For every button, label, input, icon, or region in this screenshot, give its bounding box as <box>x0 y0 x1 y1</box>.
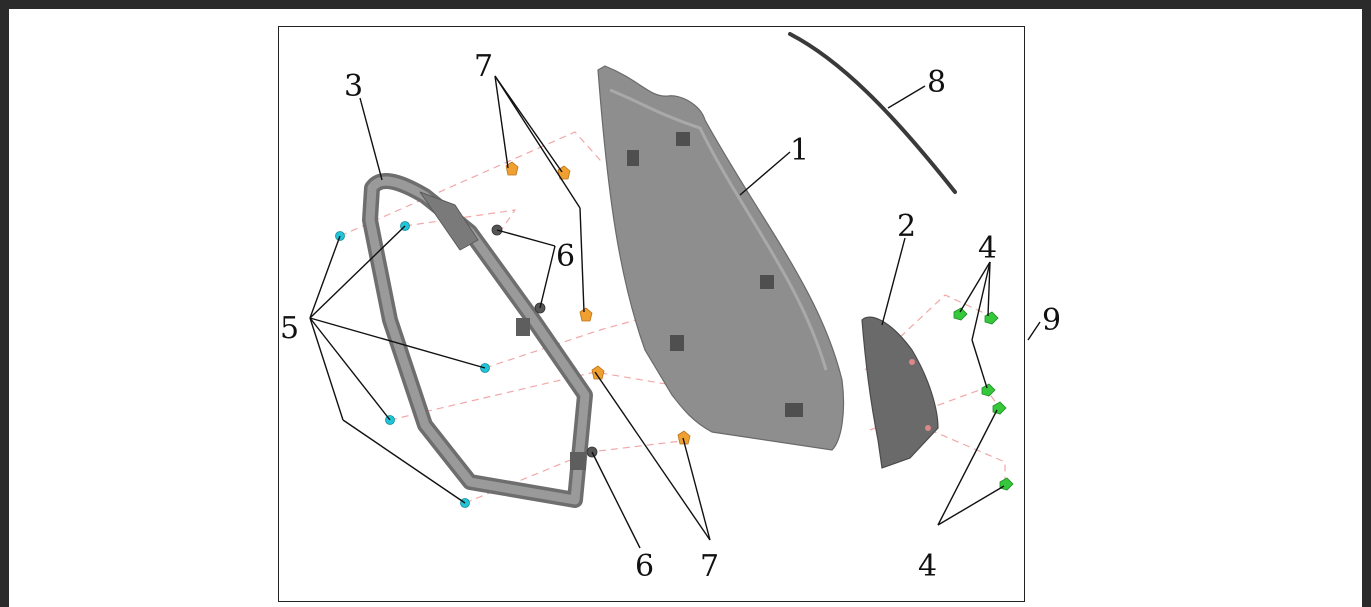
callout-7-top: 7 <box>474 49 493 84</box>
callout-5: 5 <box>280 311 299 346</box>
callout-8: 8 <box>927 65 946 100</box>
callout-2: 2 <box>897 209 916 244</box>
part-8-seal-strip <box>788 32 957 194</box>
callout-7-bottom: 7 <box>700 549 719 584</box>
callout-6-bottom: 6 <box>635 549 654 584</box>
part-1-side-panel <box>597 65 845 451</box>
part-3-tube-frame <box>362 173 593 508</box>
callout-4-bottom: 4 <box>918 549 937 584</box>
callout-6-top: 6 <box>556 239 575 274</box>
callout-1: 1 <box>790 133 809 168</box>
callout-4-top: 4 <box>978 231 997 266</box>
leader-lines <box>309 75 1041 549</box>
part-2-trim-panel <box>861 316 939 469</box>
callout-numbers: 1 2 3 4 4 5 6 6 7 7 8 9 <box>280 49 1061 584</box>
callout-9: 9 <box>1042 303 1061 338</box>
part-4-green-clips <box>953 307 1014 491</box>
callout-3: 3 <box>344 69 363 104</box>
